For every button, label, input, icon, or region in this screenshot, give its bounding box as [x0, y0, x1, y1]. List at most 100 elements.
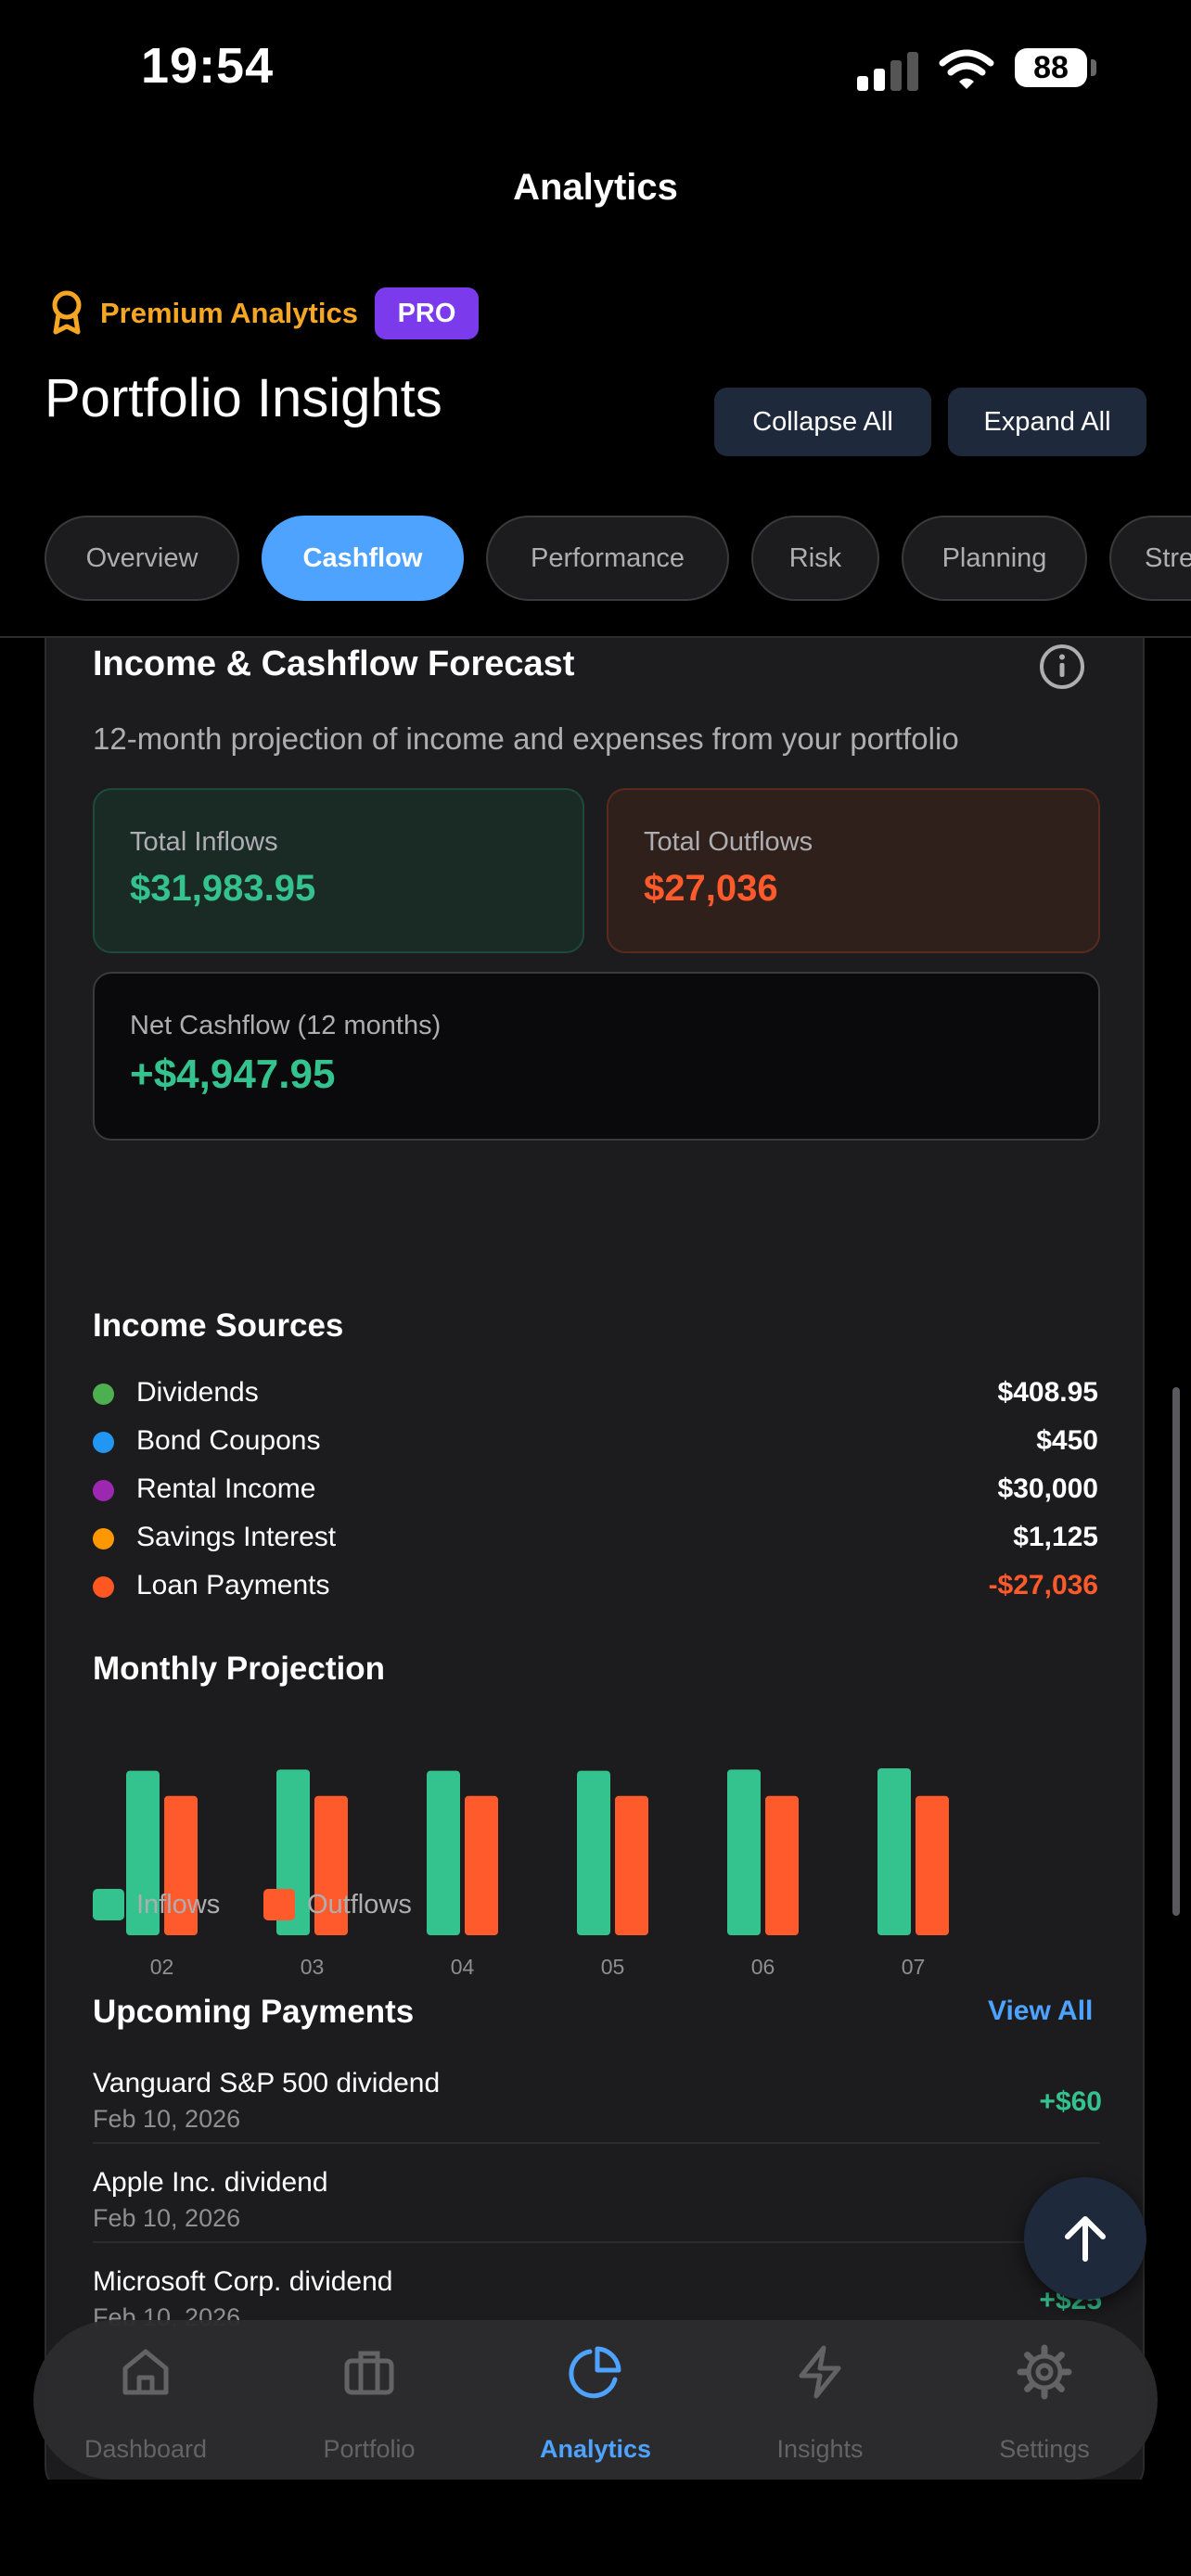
nav-label-insights: Insights	[776, 2435, 864, 2463]
nav-label-analytics: Analytics	[539, 2435, 652, 2463]
payment-row[interactable]: Vanguard S&P 500 dividend Feb 10, 2026 +…	[46, 2068, 1146, 2166]
source-amount-savings-interest: $1,125	[1013, 1522, 1098, 1552]
payment-date: Feb 10, 2026	[93, 2204, 241, 2232]
nav-analytics[interactable]: Analytics	[493, 2320, 698, 2480]
cellular-signal-icon	[857, 52, 918, 91]
scrollbar[interactable]	[1172, 1387, 1180, 1916]
tab-divider	[0, 636, 1191, 638]
cashflow-card: Income & Cashflow Forecast 12-month proj…	[45, 638, 1145, 2494]
scroll-to-top-button[interactable]	[1024, 2177, 1146, 2300]
outflow-bar-05	[615, 1795, 648, 1935]
status-time: 19:54	[141, 38, 275, 94]
source-name-savings-interest: Savings Interest	[136, 1522, 337, 1552]
bond-coupons-dot	[93, 1432, 114, 1453]
payment-divider	[93, 2241, 1100, 2243]
nav-dashboard[interactable]: Dashboard	[44, 2320, 248, 2480]
bottom-nav: Dashboard Portfolio Analytics Insights	[33, 2320, 1158, 2480]
payment-amount: +$60	[1039, 2086, 1102, 2117]
pie-chart-icon	[569, 2346, 621, 2399]
premium-analytics-label: Premium Analytics	[100, 297, 358, 329]
legend-inflows-swatch	[93, 1889, 124, 1920]
total-inflows-card: Total Inflows $31,983.95	[93, 788, 584, 953]
x-tick-label: 04	[451, 1955, 475, 1979]
inflow-bar-02	[126, 1770, 160, 1935]
payment-name: Apple Inc. dividend	[93, 2167, 328, 2198]
inflow-bar-04	[427, 1770, 460, 1935]
inflow-bar-05	[577, 1770, 610, 1935]
pro-badge: PRO	[375, 287, 479, 339]
nav-label-dashboard: Dashboard	[83, 2435, 208, 2463]
section-subtitle: 12-month projection of income and expens…	[93, 721, 959, 756]
legend-outflows-swatch	[263, 1889, 295, 1920]
total-outflows-card: Total Outflows $27,036	[607, 788, 1100, 953]
nav-insights[interactable]: Insights	[718, 2320, 922, 2480]
tab-performance[interactable]: Performance	[486, 516, 729, 601]
x-tick-label: 06	[751, 1955, 775, 1979]
outflow-bar-02	[164, 1795, 198, 1935]
award-icon	[52, 290, 82, 335]
total-outflows-value: $27,036	[644, 868, 778, 909]
outflow-bar-07	[916, 1795, 949, 1935]
tab-planning[interactable]: Planning	[902, 516, 1087, 601]
x-tick-label: 07	[902, 1955, 926, 1979]
section-title: Income & Cashflow Forecast	[93, 644, 575, 683]
source-amount-rental-income: $30,000	[997, 1473, 1098, 1504]
wifi-icon	[939, 49, 994, 89]
screen-title: Analytics	[513, 167, 678, 208]
payment-name: Microsoft Corp. dividend	[93, 2266, 393, 2297]
nav-portfolio[interactable]: Portfolio	[267, 2320, 471, 2480]
nav-label-settings: Settings	[999, 2435, 1090, 2463]
monthly-projection-chart: 02 03 04 05 06 07	[126, 1768, 949, 1979]
outflow-bar-06	[765, 1795, 799, 1935]
source-amount-bond-coupons: $450	[1036, 1425, 1098, 1456]
upcoming-payments-title: Upcoming Payments	[93, 1994, 415, 2030]
payment-name: Vanguard S&P 500 dividend	[93, 2068, 441, 2098]
legend-outflows-label: Outflows	[307, 1890, 412, 1919]
arrow-up-icon	[1065, 2216, 1106, 2262]
expand-all-button[interactable]: Expand All	[948, 388, 1146, 456]
loan-payments-dot	[93, 1576, 114, 1598]
tab-risk[interactable]: Risk	[751, 516, 879, 601]
net-cashflow-card: Net Cashflow (12 months) +$4,947.95	[93, 972, 1100, 1141]
total-inflows-value: $31,983.95	[130, 868, 316, 909]
dividends-dot	[93, 1384, 114, 1405]
x-tick-label: 03	[301, 1955, 325, 1979]
outflow-bar-03	[314, 1795, 348, 1935]
payment-date: Feb 10, 2026	[93, 2105, 241, 2133]
source-name-loan-payments: Loan Payments	[136, 1570, 330, 1600]
battery-tip	[1091, 59, 1096, 76]
bottom-safe-area	[0, 2480, 1191, 2576]
total-inflows-label: Total Inflows	[130, 827, 278, 857]
source-name-dividends: Dividends	[136, 1377, 259, 1408]
info-icon[interactable]	[1039, 644, 1085, 690]
payment-divider	[93, 2142, 1100, 2144]
lightning-icon	[799, 2345, 841, 2399]
payment-row[interactable]: Microsoft Corp. dividend Feb 10, 2026 +$…	[46, 2266, 1146, 2365]
tab-overview[interactable]: Overview	[45, 516, 239, 601]
tab-cashflow[interactable]: Cashflow	[262, 516, 464, 601]
x-tick-label: 02	[150, 1955, 174, 1979]
collapse-all-button[interactable]: Collapse All	[714, 388, 931, 456]
x-tick-label: 05	[601, 1955, 625, 1979]
source-amount-dividends: $408.95	[997, 1377, 1098, 1408]
rental-income-dot	[93, 1480, 114, 1501]
net-cashflow-label: Net Cashflow (12 months)	[130, 1011, 442, 1040]
page-title: Portfolio Insights	[45, 368, 442, 428]
tab-stress[interactable]: Stre	[1109, 516, 1191, 601]
source-name-rental-income: Rental Income	[136, 1473, 316, 1504]
briefcase-icon	[344, 2351, 394, 2395]
payment-row[interactable]: Apple Inc. dividend Feb 10, 2026	[46, 2167, 1146, 2265]
nav-settings[interactable]: Settings	[942, 2320, 1146, 2480]
source-amount-loan-payments: -$27,036	[988, 1570, 1098, 1600]
monthly-projection-title: Monthly Projection	[93, 1651, 385, 1687]
net-cashflow-value: +$4,947.95	[130, 1052, 336, 1097]
view-all-link[interactable]: View All	[988, 1996, 1094, 2026]
nav-label-portfolio: Portfolio	[323, 2435, 416, 2463]
savings-interest-dot	[93, 1528, 114, 1549]
income-sources-title: Income Sources	[93, 1307, 344, 1344]
scroll-area[interactable]: Income & Cashflow Forecast 12-month proj…	[0, 638, 1191, 2576]
gear-icon	[1017, 2344, 1072, 2400]
outflow-bar-04	[465, 1795, 498, 1935]
legend-inflows-label: Inflows	[136, 1890, 221, 1919]
home-icon	[122, 2349, 169, 2395]
